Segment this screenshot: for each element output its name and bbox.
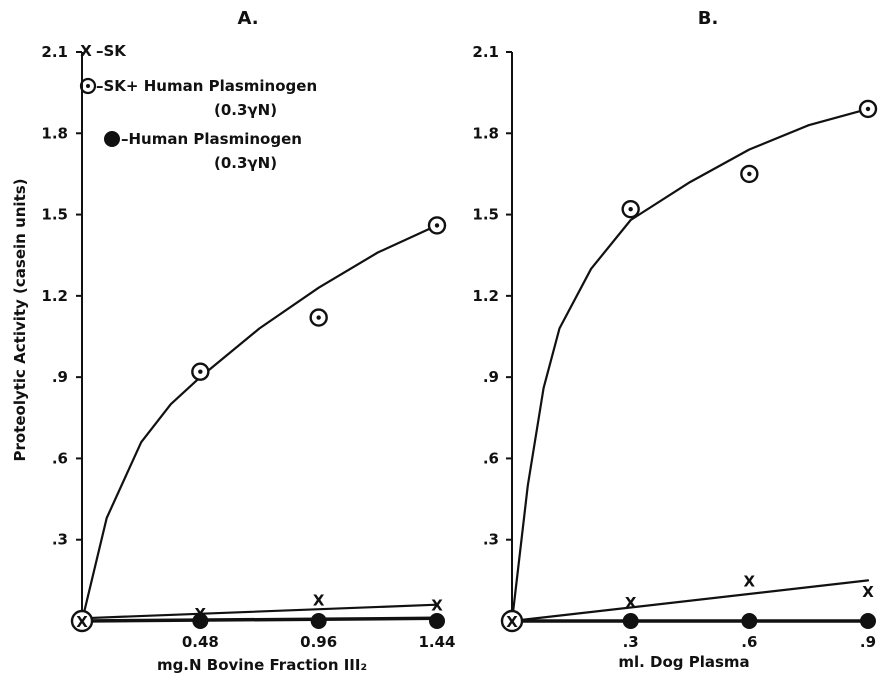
panel-b-point-sk-plasminogen-dot [865, 106, 871, 112]
legend-label-plasminogen: –Human Plasminogen [121, 130, 302, 148]
legend-marker-plasminogen [104, 131, 120, 147]
panel-a-y-tick-label: .9 [52, 368, 68, 386]
panel-a-point-plasminogen [429, 613, 445, 629]
panel-b-point-sk: X [625, 594, 637, 612]
panel-a-x-tick-label: 0.48 [182, 633, 219, 651]
panel-a-title: A. [237, 8, 258, 29]
panel-b-y-tick-label: 1.8 [472, 124, 499, 142]
panel-b-y-tick-label: 2.1 [472, 43, 499, 61]
panel-a-y-tick-label: 1.2 [41, 287, 68, 305]
panel-a-point-sk: X [313, 591, 325, 609]
panel-b-x-axis-label: ml. Dog Plasma [618, 653, 749, 671]
panel-b-point-sk-plasminogen-dot [747, 171, 752, 177]
panel-a-curve-sk [80, 603, 439, 620]
legend-label-sk-plasminogen: –SK+ Human Plasminogen [96, 77, 317, 95]
panel-a-y-axis-label: Proteolytic Activity (casein units) [11, 178, 29, 461]
legend-marker-sk: X [80, 42, 92, 60]
panel-a-y-tick-label: .3 [52, 531, 68, 549]
panel-b-origin-marker [500, 609, 524, 633]
panel-b-y-tick-label: 1.5 [472, 206, 499, 224]
panel-a-x-axis-label: mg.N Bovine Fraction III₂ [157, 656, 367, 674]
panel-b-y-tick-label: .9 [483, 368, 499, 386]
panel-a-point-sk-plasminogen-dot [316, 315, 321, 320]
panel-b-x-tick-label: .3 [623, 633, 639, 651]
panel-a-point-plasminogen [192, 613, 209, 629]
panel-a-y-tick-label: 1.5 [41, 206, 68, 224]
legend-sublabel-sk-plasminogen: (0.3γN) [214, 101, 277, 119]
panel-b-point-plasminogen [860, 613, 876, 629]
panel-b-x-tick-label: .6 [741, 633, 757, 651]
panel-b-point-sk: X [744, 572, 756, 590]
panel-b-y-tick-label: .3 [483, 531, 499, 549]
panel-b-x-tick-label: .9 [860, 633, 876, 651]
panel-a-point-sk-plasminogen-dot [434, 223, 440, 228]
panel-b-curve-sk [510, 579, 870, 623]
panel-a-curve-human-plasminogen [80, 616, 439, 623]
panel-a: A. Proteolytic Activity (casein units) m… [11, 8, 456, 674]
panel-b-y-tick-label: .6 [483, 449, 499, 467]
panel-b-point-plasminogen [741, 613, 758, 629]
panel-a-y-tick-label: 1.8 [41, 124, 68, 142]
panel-a-point-sk-plasminogen-dot [198, 369, 203, 374]
panel-a-origin-marker-label: X [76, 613, 88, 631]
panel-a-x-tick-label: 0.96 [300, 633, 337, 651]
panel-b-y-tick-label: 1.2 [472, 287, 499, 305]
panel-b-origin-marker-label: X [506, 613, 518, 631]
panel-a-legend: X –SK –SK+ Human Plasminogen (0.3γN) –Hu… [79, 42, 317, 172]
panel-a-point-plasminogen [310, 613, 327, 629]
panel-a-y-tick-label: .6 [52, 449, 68, 467]
legend-marker-sk-plasminogen-dot [86, 84, 90, 88]
panel-a-point-sk: X [431, 597, 443, 615]
panel-a-origin-marker [70, 609, 94, 633]
legend-label-sk: –SK [96, 42, 127, 60]
panel-b: B. ml. Dog Plasma .3 .6 .9 1.2 1.5 1.8 2.1 .3 .6… [472, 8, 878, 671]
panel-a-curve-sk-human-plasminogen [80, 224, 439, 623]
panel-b-curve-sk-human-plasminogen [510, 107, 870, 623]
panel-b-title: B. [698, 8, 719, 29]
panel-a-y-tick-label: 2.1 [41, 43, 68, 61]
panel-b-point-sk-plasminogen-dot [628, 206, 633, 212]
legend-sublabel-plasminogen: (0.3γN) [214, 154, 277, 172]
panel-b-point-plasminogen [622, 613, 639, 629]
panel-a-x-tick-label: 1.44 [418, 633, 455, 651]
panel-b-point-sk: X [862, 583, 874, 601]
